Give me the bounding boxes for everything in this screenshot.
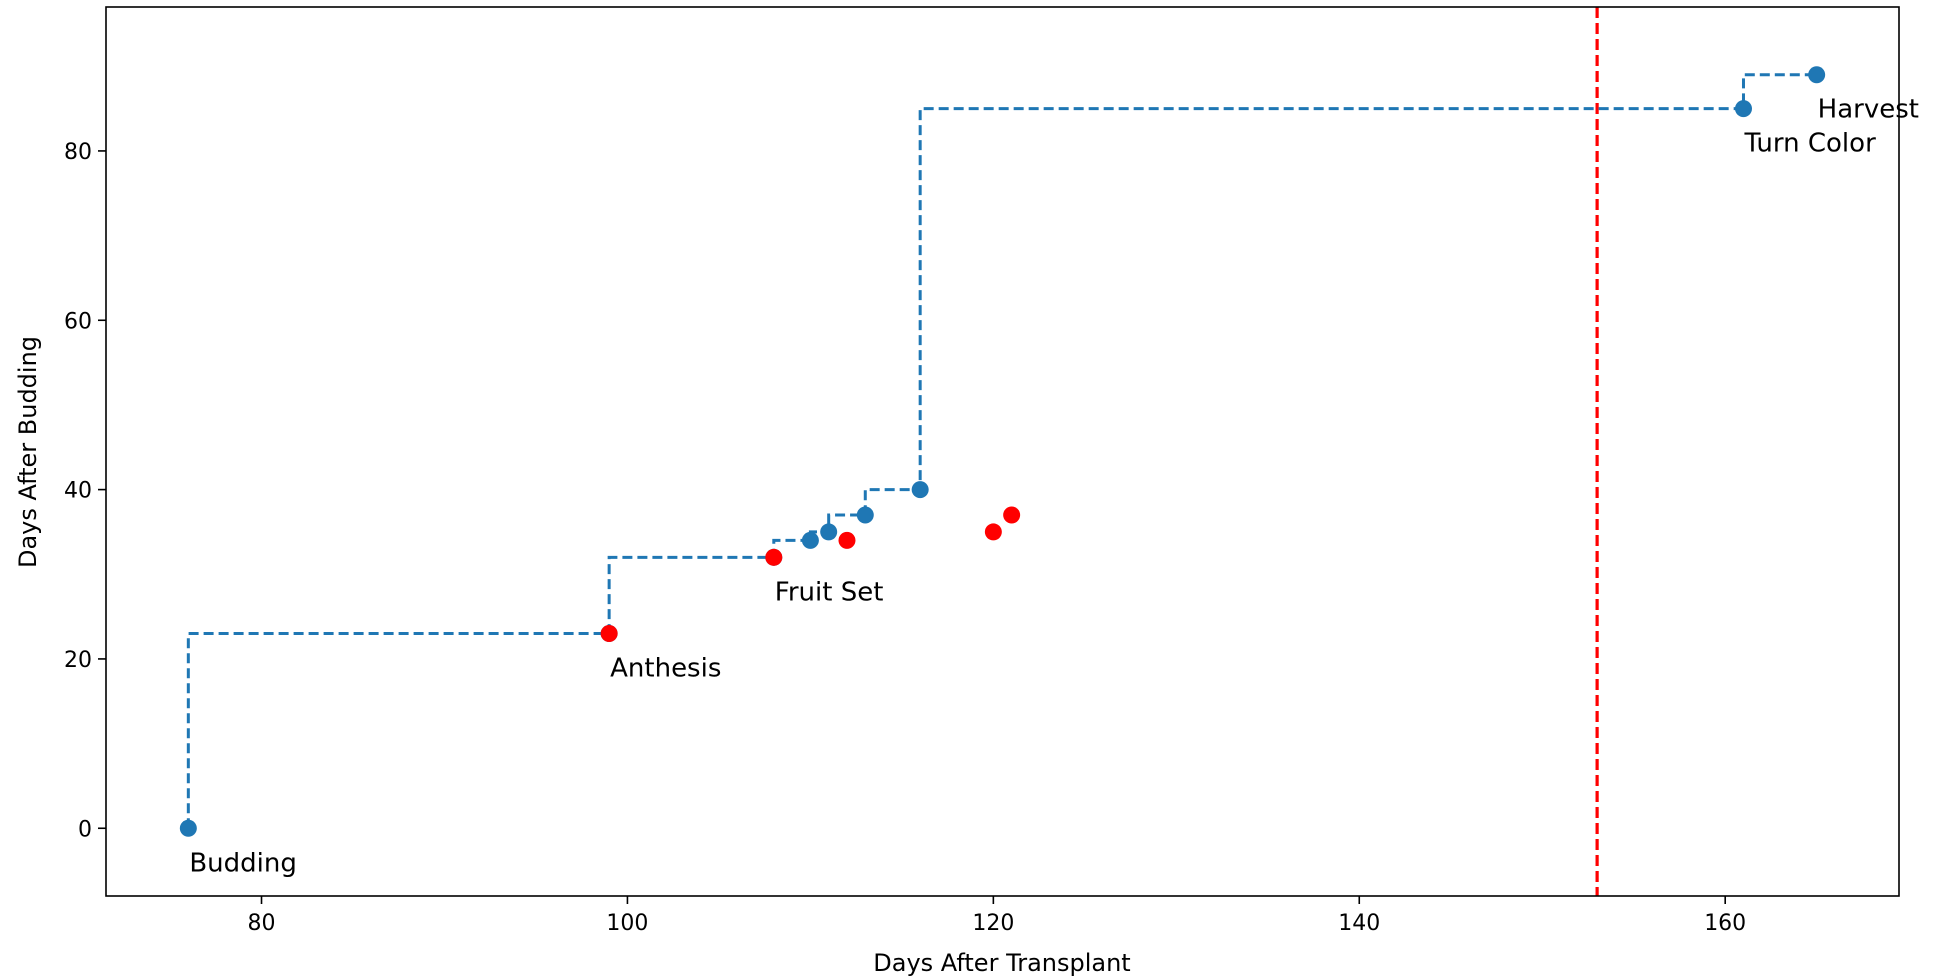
annotation-label: Budding bbox=[189, 848, 297, 878]
y-axis: 0 20 40 60 80 bbox=[64, 140, 106, 842]
highlight-point bbox=[600, 625, 618, 643]
series-point bbox=[801, 531, 819, 549]
series-point bbox=[1734, 100, 1752, 118]
x-axis-label: Days After Transplant bbox=[873, 949, 1130, 977]
y-tick-label: 80 bbox=[64, 140, 92, 165]
series-point bbox=[820, 523, 838, 541]
highlight-point bbox=[984, 523, 1002, 541]
annotation-label: Harvest bbox=[1818, 95, 1919, 125]
y-tick-label: 60 bbox=[64, 309, 92, 334]
x-tick-label: 100 bbox=[606, 911, 648, 936]
y-tick-label: 0 bbox=[78, 817, 92, 842]
annotation-label: Turn Color bbox=[1743, 129, 1876, 159]
y-axis-label: Days After Budding bbox=[14, 336, 42, 568]
series-point bbox=[1808, 66, 1826, 84]
annotation-label: Anthesis bbox=[610, 654, 721, 684]
x-axis: 80 100 120 140 160 bbox=[248, 896, 1746, 936]
x-tick-label: 80 bbox=[248, 911, 276, 936]
series-point bbox=[911, 481, 929, 499]
x-tick-label: 140 bbox=[1338, 911, 1380, 936]
highlight-point bbox=[765, 548, 783, 566]
plot-area: Budding Anthesis Fruit Set Turn Color Harves… bbox=[179, 7, 1919, 896]
y-tick-label: 20 bbox=[64, 648, 92, 673]
highlight-point bbox=[838, 531, 856, 549]
x-tick-label: 160 bbox=[1704, 911, 1746, 936]
y-tick-label: 40 bbox=[64, 479, 92, 504]
highlight-point bbox=[1003, 506, 1021, 524]
annotation-label: Fruit Set bbox=[775, 577, 884, 607]
axes-frame bbox=[105, 6, 1900, 897]
series-point bbox=[179, 819, 197, 837]
series-point bbox=[856, 506, 874, 524]
x-tick-label: 120 bbox=[972, 911, 1014, 936]
